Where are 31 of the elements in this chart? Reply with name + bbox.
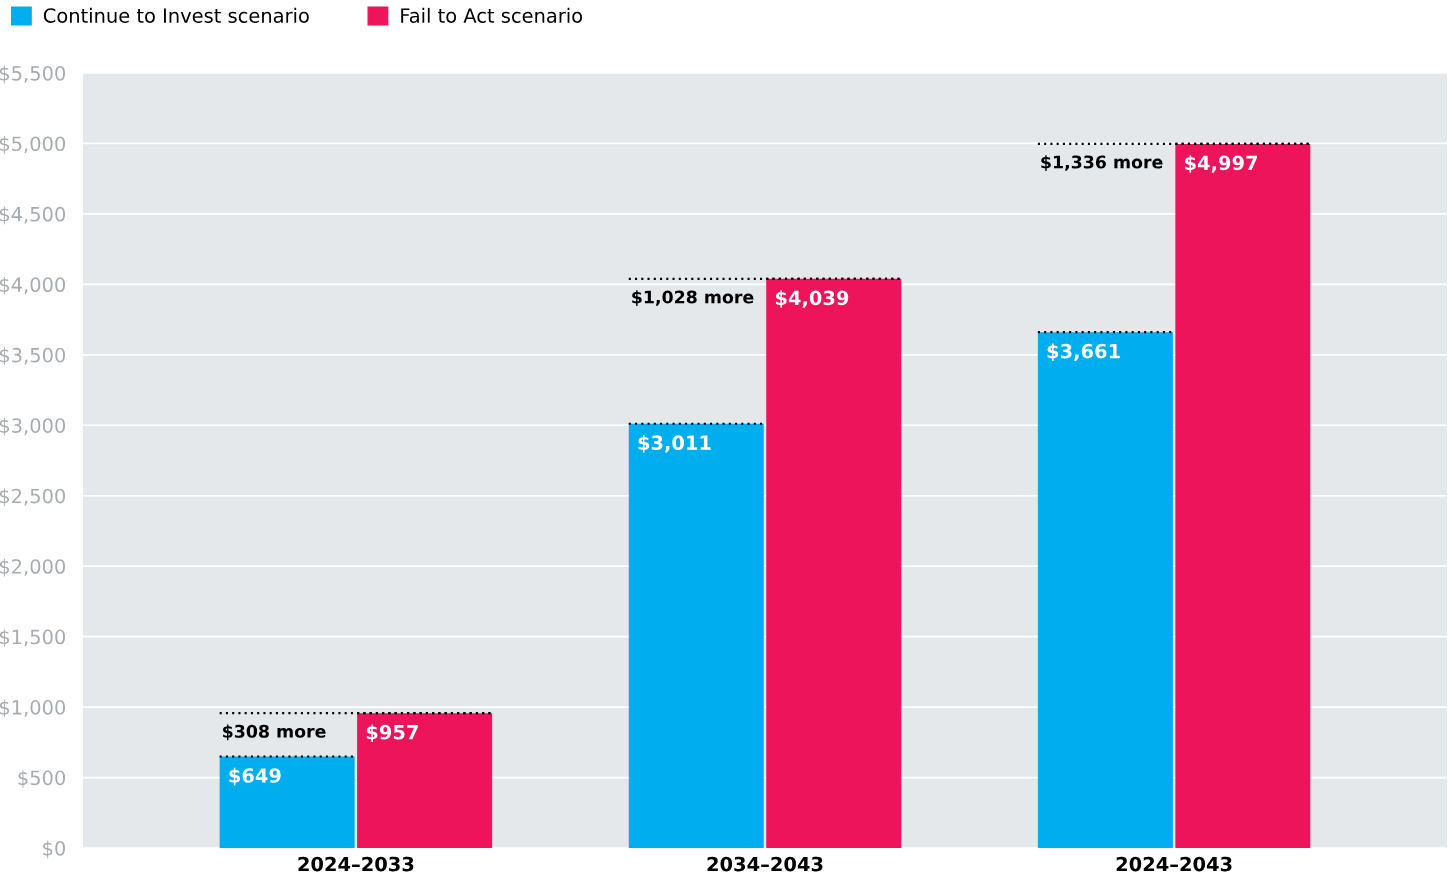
annotation: $308 more: [223, 724, 326, 741]
y-tick-label: $5,500: [0, 65, 66, 84]
y-tick-label: $2,500: [0, 488, 66, 506]
x-tick-label: 2024–2033: [298, 856, 414, 872]
bar: [1175, 143, 1311, 848]
data-label: $4,039: [775, 290, 849, 308]
bar: [219, 756, 355, 848]
y-tick-label: $0: [43, 840, 66, 859]
legend-label: Fail to Act scenario: [401, 7, 583, 23]
y-tick-label: $3,500: [0, 347, 66, 366]
y-tick-label: $500: [18, 770, 66, 788]
bar: [628, 423, 764, 848]
data-label: $649: [229, 767, 281, 786]
y-tick-label: $1,000: [0, 699, 66, 718]
data-label: $3,661: [1047, 343, 1120, 362]
bar: [1037, 332, 1173, 848]
bar: [766, 278, 902, 848]
y-tick-label: $4,000: [0, 276, 66, 295]
annotation: $1,028 more: [632, 290, 754, 306]
legend-label: Continue to Invest scenario: [43, 7, 309, 23]
x-tick-label: 2024–2043: [1116, 856, 1232, 872]
y-tick-label: $4,500: [0, 206, 66, 225]
y-tick-label: $1,500: [0, 629, 66, 647]
data-label: $4,997: [1185, 155, 1258, 173]
data-label: $957: [366, 724, 418, 743]
x-tick-label: 2034–2043: [707, 856, 823, 872]
y-tick-label: $2,000: [0, 558, 66, 577]
annotation: $1,336 more: [1041, 155, 1163, 171]
y-tick-label: $3,000: [0, 417, 66, 436]
y-tick-label: $5,000: [0, 136, 66, 154]
data-label: $3,011: [638, 435, 711, 453]
